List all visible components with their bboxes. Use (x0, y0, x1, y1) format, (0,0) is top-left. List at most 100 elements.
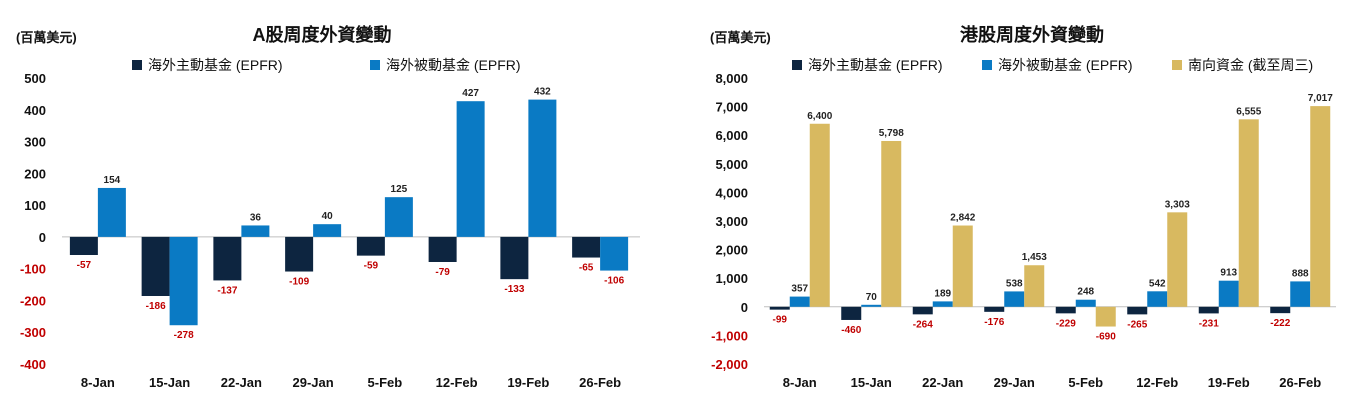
chart-title: 港股周度外資變動 (960, 24, 1104, 45)
y-tick-label: -400 (20, 357, 46, 372)
data-label: 189 (934, 288, 951, 299)
data-label: 5,798 (879, 128, 904, 139)
data-label: 432 (534, 87, 551, 98)
x-tick-label: 29-Jan (293, 375, 334, 390)
x-tick-label: 5-Feb (1068, 375, 1103, 390)
data-label: -57 (77, 260, 92, 271)
y-tick-label: 100 (24, 198, 46, 213)
bar (428, 236, 457, 262)
bar (456, 101, 485, 237)
bar (97, 187, 126, 237)
bar (1075, 299, 1096, 307)
bar (912, 306, 933, 315)
bar (572, 236, 601, 258)
y-tick-label: 300 (24, 135, 46, 150)
y-tick-label: 0 (39, 230, 46, 245)
data-label: -106 (604, 276, 624, 287)
bar (1127, 306, 1148, 315)
data-label: -265 (1127, 319, 1147, 330)
x-tick-label: 19-Feb (1208, 375, 1250, 390)
data-label: -186 (146, 301, 166, 312)
data-label: 913 (1220, 268, 1237, 279)
legend-label: 南向資金 (截至周三) (1188, 57, 1313, 73)
x-tick-label: 5-Feb (368, 375, 403, 390)
bar (213, 236, 242, 281)
bar (1270, 306, 1291, 314)
data-label: 888 (1292, 268, 1309, 279)
bar (1055, 306, 1076, 314)
x-tick-label: 29-Jan (994, 375, 1035, 390)
y-tick-label: -100 (20, 262, 46, 277)
y-tick-label: 200 (24, 166, 46, 181)
data-label: -460 (841, 325, 861, 336)
x-tick-label: 8-Jan (783, 375, 817, 390)
data-label: 40 (322, 211, 334, 222)
y-tick-label: 500 (24, 71, 46, 86)
x-tick-label: 22-Jan (922, 375, 963, 390)
bar (1095, 306, 1116, 327)
x-tick-label: 19-Feb (507, 375, 549, 390)
a-share-weekly-flow-chart: A股周度外資變動 (百萬美元) 海外主動基金 (EPFR) 海外被動基金 (EPFR)… (16, 24, 640, 390)
y-tick-label: -200 (20, 293, 46, 308)
data-label: 2,842 (950, 213, 975, 224)
y-tick-label: 0 (741, 300, 748, 315)
data-label: 70 (866, 292, 878, 303)
x-tick-label: 12-Feb (436, 375, 478, 390)
bar (1024, 265, 1045, 307)
y-tick-label: 4,000 (715, 185, 748, 200)
data-label: -231 (1199, 318, 1219, 329)
data-label: -176 (984, 317, 1004, 328)
data-label: 125 (391, 184, 408, 195)
legend-label: 海外被動基金 (EPFR) (386, 57, 521, 73)
bar (500, 236, 529, 280)
bar (1147, 291, 1168, 307)
bar (1198, 306, 1219, 314)
bar (141, 236, 170, 296)
data-label: 6,400 (807, 111, 832, 122)
data-label: 3,303 (1165, 199, 1190, 210)
bar (952, 225, 973, 307)
data-label: 427 (462, 88, 479, 99)
bar (241, 225, 270, 237)
bar (1290, 281, 1311, 307)
legend-swatch (1172, 60, 1182, 70)
bar (769, 306, 790, 310)
data-label: -109 (289, 277, 309, 288)
bar (600, 236, 629, 271)
bar (384, 197, 413, 237)
bar (1310, 106, 1331, 307)
y-tick-label: 7,000 (715, 100, 748, 115)
data-label: 36 (250, 212, 262, 223)
legend-swatch (370, 60, 380, 70)
legend-label: 海外被動基金 (EPFR) (998, 57, 1133, 73)
bar (984, 306, 1005, 312)
data-label: -222 (1270, 318, 1290, 329)
y-tick-label: 6,000 (715, 128, 748, 143)
y-tick-label: 8,000 (715, 71, 748, 86)
bar (841, 306, 862, 320)
y-tick-label: 5,000 (715, 157, 748, 172)
legend-label: 海外主動基金 (EPFR) (148, 57, 283, 73)
bar (356, 236, 385, 256)
x-tick-label: 12-Feb (1136, 375, 1178, 390)
y-tick-label: -1,000 (711, 328, 748, 343)
data-label: 542 (1149, 278, 1166, 289)
data-label: 248 (1077, 287, 1094, 298)
data-label: 1,453 (1022, 252, 1047, 263)
bar (1004, 291, 1025, 307)
bar (789, 296, 810, 307)
x-tick-label: 15-Jan (149, 375, 190, 390)
data-label: 6,555 (1236, 106, 1261, 117)
data-label: 538 (1006, 278, 1023, 289)
y-tick-label: 400 (24, 103, 46, 118)
y-tick-label: 3,000 (715, 214, 748, 229)
bar (881, 140, 902, 307)
bar (69, 236, 98, 256)
bar (861, 304, 882, 307)
chart-title: A股周度外資變動 (253, 24, 392, 45)
x-tick-label: 26-Feb (1279, 375, 1321, 390)
bar (1167, 212, 1188, 307)
bar (285, 236, 314, 272)
bar (809, 123, 830, 307)
legend-swatch (982, 60, 992, 70)
